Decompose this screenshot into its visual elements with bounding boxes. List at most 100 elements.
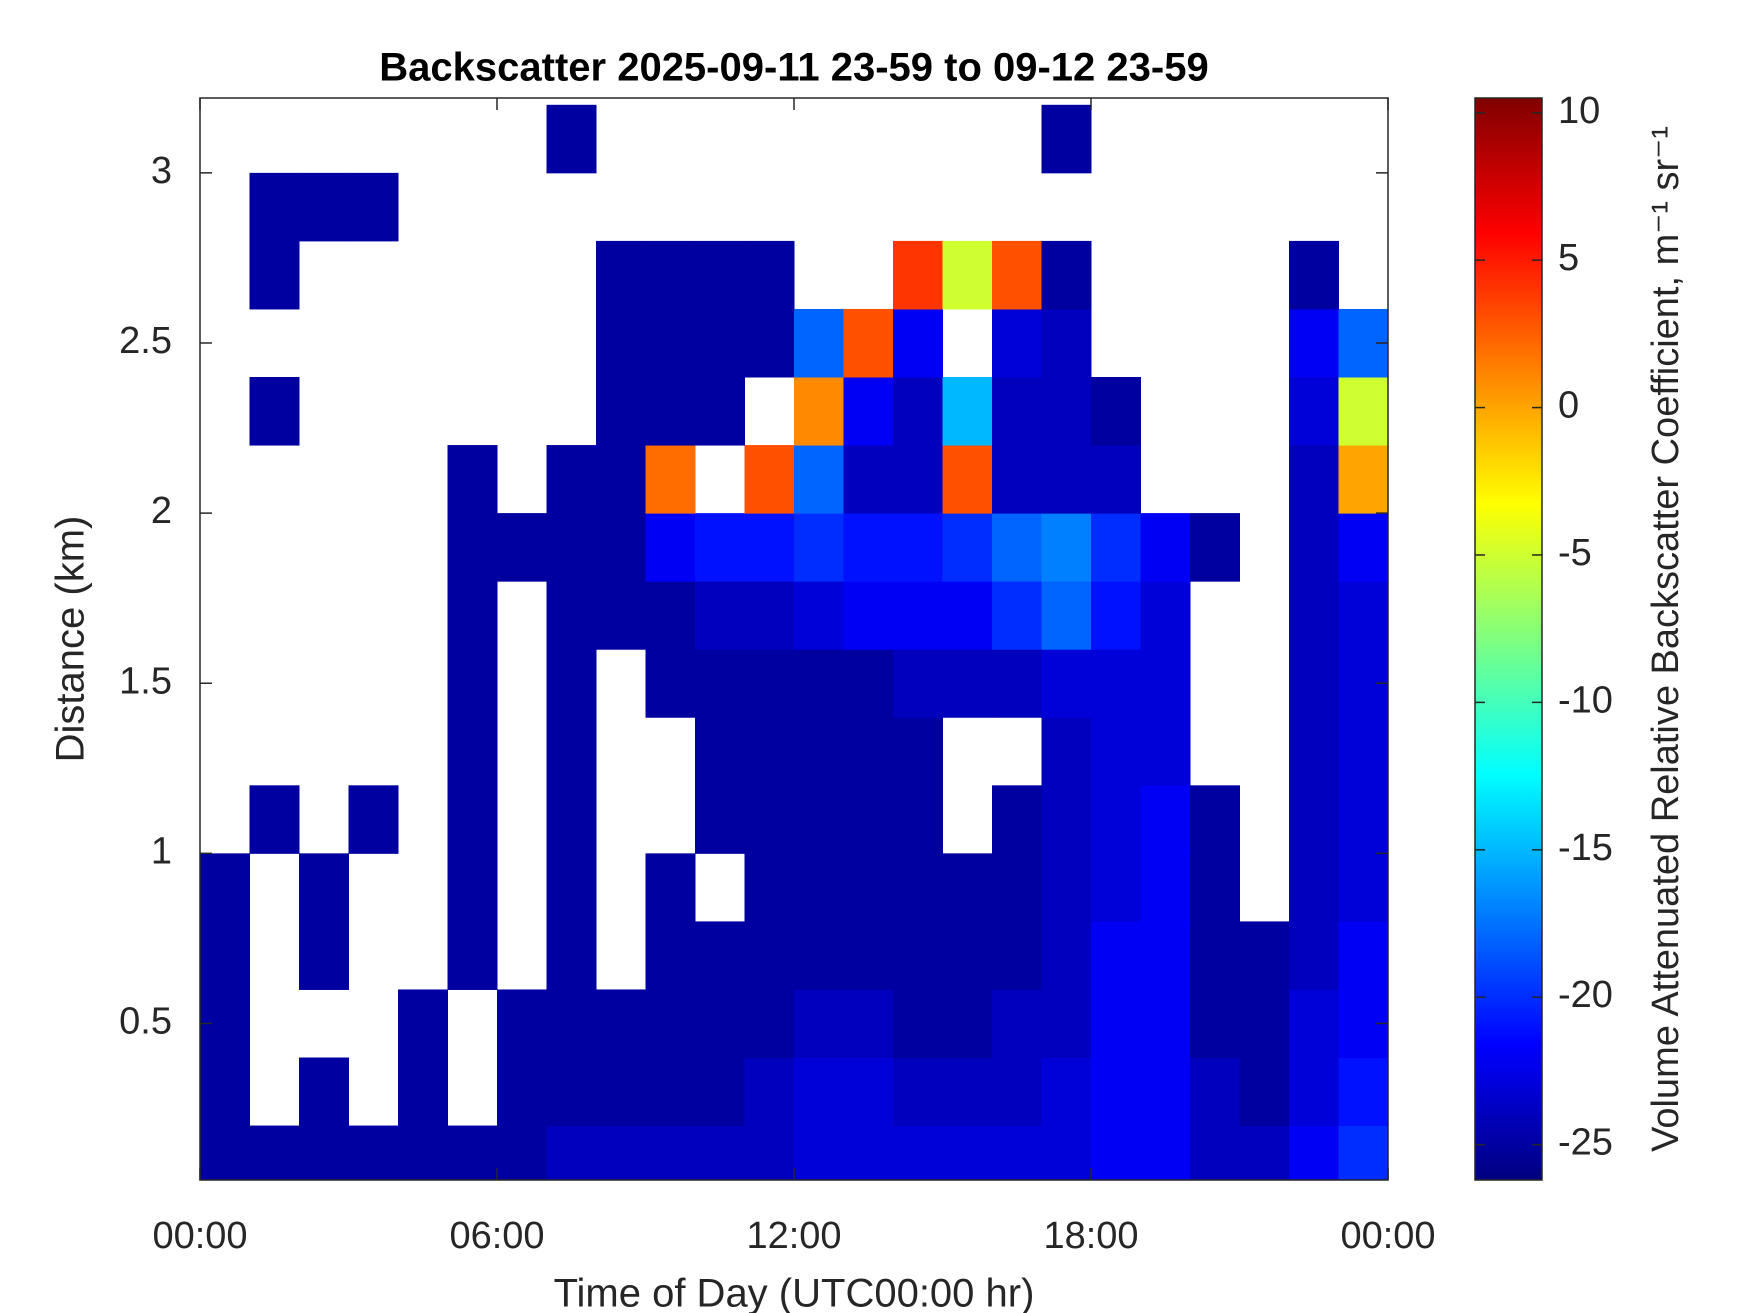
heatmap-cell	[546, 717, 597, 786]
colorbar-tick-label: -25	[1558, 1122, 1613, 1164]
heatmap-cell	[447, 513, 498, 582]
heatmap-cell	[1289, 513, 1339, 582]
y-tick-label: 2.5	[119, 320, 172, 362]
heatmap-cell	[447, 921, 498, 990]
heatmap-cell	[1091, 717, 1141, 786]
heatmap-cell	[794, 513, 844, 582]
heatmap-cell	[1289, 581, 1339, 650]
heatmap-cell	[596, 1057, 646, 1127]
heatmap-cell	[1190, 1125, 1240, 1180]
colorbar-tick-label: 5	[1558, 237, 1579, 279]
heatmap-cell	[843, 989, 894, 1059]
heatmap-cell	[794, 445, 844, 514]
heatmap-cell	[744, 921, 795, 990]
heatmap-cell	[299, 853, 349, 922]
heatmap-cell	[942, 513, 993, 582]
heatmap-cell	[695, 581, 745, 650]
x-tick-label: 12:00	[746, 1215, 841, 1257]
heatmap-cell	[447, 581, 498, 650]
heatmap-cell	[843, 513, 894, 582]
heatmap-cell	[794, 853, 844, 922]
heatmap-cell	[398, 1125, 448, 1180]
heatmap-cell	[645, 1125, 696, 1180]
heatmap-cell	[596, 308, 646, 378]
heatmap-cell	[398, 989, 448, 1059]
heatmap-cell	[1041, 1125, 1092, 1180]
heatmap-cell	[843, 377, 894, 446]
heatmap-cell	[695, 649, 745, 718]
heatmap-cell	[447, 853, 498, 922]
heatmap-cell	[645, 377, 696, 446]
heatmap-cell	[1140, 989, 1191, 1059]
heatmap-cell	[695, 513, 745, 582]
heatmap-cell	[1190, 513, 1240, 582]
heatmap-cell	[1289, 445, 1339, 514]
heatmap-cell	[744, 717, 795, 786]
heatmap-cell	[299, 172, 349, 242]
heatmap-cell	[1338, 717, 1388, 786]
heatmap-cell	[447, 649, 498, 718]
x-axis-label: Time of Day (UTC00:00 hr)	[554, 1272, 1035, 1313]
heatmap-cell	[249, 240, 300, 310]
heatmap-cell	[1140, 1125, 1191, 1180]
heatmap-cell	[1289, 921, 1339, 990]
heatmap-cell	[1338, 921, 1388, 990]
heatmap-cell	[1140, 513, 1191, 582]
heatmap-cell	[1338, 785, 1388, 854]
heatmap-cell	[249, 785, 300, 854]
y-tick-label: 3	[151, 150, 172, 192]
heatmap-cell	[348, 172, 399, 242]
heatmap-cell	[1289, 377, 1339, 446]
heatmap-cell	[992, 308, 1042, 378]
heatmap-cell	[546, 1125, 597, 1180]
heatmap-cell	[1140, 581, 1191, 650]
heatmap-cell	[546, 104, 597, 174]
heatmap-cell	[596, 377, 646, 446]
heatmap-cell	[992, 513, 1042, 582]
heatmap-cell	[1140, 649, 1191, 718]
heatmap-cell	[1140, 853, 1191, 922]
heatmap-cell	[596, 1125, 646, 1180]
heatmap-cell	[497, 989, 547, 1059]
heatmap-cell	[299, 921, 349, 990]
heatmap-cell	[348, 1125, 399, 1180]
heatmap-cell	[249, 172, 300, 242]
heatmap-cell	[1091, 921, 1141, 990]
heatmap-cell	[447, 1125, 498, 1180]
heatmap-cell	[893, 513, 943, 582]
heatmap-cell	[992, 445, 1042, 514]
heatmap-cell	[546, 649, 597, 718]
heatmap-cell	[546, 581, 597, 650]
heatmap-cell	[645, 581, 696, 650]
heatmap-cell	[843, 445, 894, 514]
heatmap-cell	[249, 377, 300, 446]
heatmap-cell	[695, 240, 745, 310]
heatmap-cell	[1091, 649, 1141, 718]
heatmap-cell	[992, 240, 1042, 310]
y-axis-label: Distance (km)	[49, 516, 93, 763]
heatmap-cell	[992, 989, 1042, 1059]
heatmap-cell	[744, 785, 795, 854]
heatmap-cell	[744, 649, 795, 718]
heatmap-cell	[893, 785, 943, 854]
heatmap-cell	[843, 308, 894, 378]
heatmap-cell	[843, 581, 894, 650]
heatmap-cell	[744, 989, 795, 1059]
heatmap-cell	[1190, 853, 1240, 922]
heatmap-cell	[942, 649, 993, 718]
heatmap-cell	[596, 513, 646, 582]
heatmap-cell	[794, 581, 844, 650]
heatmap-cell	[1190, 785, 1240, 854]
heatmap-cell	[794, 717, 844, 786]
colorbar-tick-label: -10	[1558, 679, 1613, 721]
heatmap-cell	[942, 989, 993, 1059]
heatmap-cell	[695, 785, 745, 854]
heatmap-cell	[200, 921, 250, 990]
heatmap-cell	[893, 308, 943, 378]
heatmap-cell	[1041, 513, 1092, 582]
heatmap-cell	[1289, 853, 1339, 922]
heatmap-cell	[893, 1057, 943, 1127]
heatmap-cell	[1289, 1125, 1339, 1180]
heatmap-cell	[794, 989, 844, 1059]
heatmap-cell	[645, 853, 696, 922]
